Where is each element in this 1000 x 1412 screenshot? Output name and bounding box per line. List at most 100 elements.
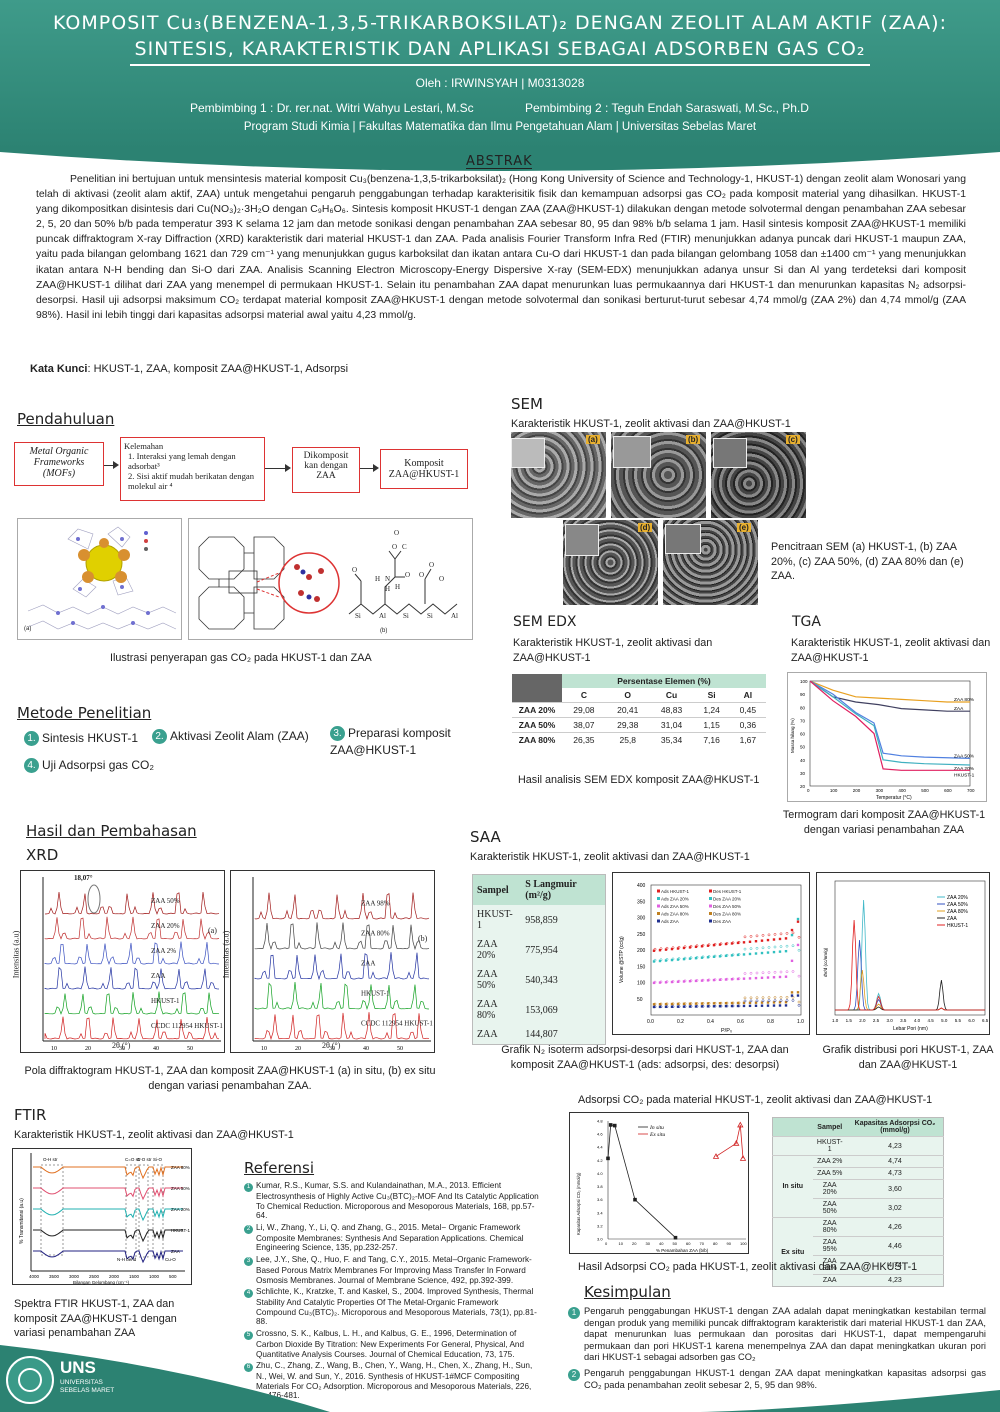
xrd-trace-label: ZAA 98% bbox=[361, 900, 390, 908]
tga-series-label: ZAA bbox=[954, 706, 964, 712]
iso-point bbox=[653, 958, 657, 962]
iso-ylabel: Volume @STP (cc/g) bbox=[619, 936, 625, 983]
zeolite-structure-illustration: O CO OH N HHO OO O Si Al Si Si Al bbox=[198, 529, 458, 630]
iso-point bbox=[785, 999, 789, 1002]
iso-point bbox=[754, 1004, 758, 1007]
referensi-heading: Referensi bbox=[244, 1159, 315, 1177]
ftir-trace-label: ZAA 50% bbox=[171, 1186, 190, 1191]
iso-point bbox=[749, 947, 753, 951]
iso-point bbox=[731, 953, 735, 957]
svg-text:H: H bbox=[385, 585, 390, 593]
co2-row: Ex situ ZAA 80% 4,26 bbox=[772, 1217, 944, 1256]
pore-tick: 6.0 bbox=[968, 1018, 975, 1023]
iso-point bbox=[760, 939, 764, 942]
sem-image-b bbox=[611, 432, 706, 518]
iso-point bbox=[713, 1001, 717, 1005]
xrd-tick: 10 bbox=[51, 1046, 57, 1052]
method-step-2: 2. Aktivasi Zeolit Alam (ZAA) bbox=[152, 729, 309, 745]
reference-text: Kumar, R.S., Kumar, S.S. and Kulandainat… bbox=[256, 1181, 539, 1221]
xrd-a-ylabel: Intensitas (a.u) bbox=[11, 930, 21, 979]
sem-image-a bbox=[511, 432, 606, 518]
iso-point bbox=[665, 946, 669, 950]
pore-tick: 4.0 bbox=[914, 1018, 921, 1023]
iso-point bbox=[742, 1001, 746, 1005]
xrd-trace bbox=[44, 1016, 220, 1040]
iso-point bbox=[731, 977, 735, 981]
reference-text: Zhu, C., Zhang, Z., Wang, B., Chen, Y., … bbox=[256, 1361, 533, 1401]
fig-label-a: (a) bbox=[24, 626, 32, 632]
iso-point bbox=[682, 946, 686, 950]
iso-point bbox=[766, 1001, 770, 1004]
iso-point bbox=[653, 1002, 657, 1006]
iso-point bbox=[755, 971, 759, 975]
iso-legend-swatch bbox=[657, 889, 660, 893]
ftir-trace bbox=[33, 1165, 183, 1180]
xrd-chart-a: ZAA 50% ZAA 20% ZAA 2% ZAA HKUST-1 CCDC 11295… bbox=[42, 877, 223, 1052]
flow-arrow-head bbox=[373, 464, 379, 472]
iso-point bbox=[719, 1001, 723, 1005]
iso-point bbox=[749, 999, 753, 1003]
xrd-trace-label: ZAA 20% bbox=[151, 922, 180, 930]
iso-point bbox=[790, 991, 794, 994]
sem-images bbox=[511, 432, 808, 605]
iso-point bbox=[707, 955, 711, 958]
iso-point bbox=[653, 947, 657, 951]
edx-row: ZAA 80% 26,35 25,8 35,34 7,16 1,67 bbox=[512, 732, 766, 747]
iso-point bbox=[749, 935, 753, 938]
hkust-structure-figure bbox=[17, 518, 182, 640]
edx-value: 1,24 bbox=[703, 705, 720, 715]
tga-tick: 600 bbox=[944, 788, 952, 793]
edx-column-headers: C O Cu Si Al bbox=[512, 688, 766, 703]
co2-value: 4,23 bbox=[888, 1142, 902, 1150]
edx-value: 1,15 bbox=[703, 720, 720, 730]
iso-tick: 0.2 bbox=[677, 1019, 684, 1025]
xrd-trace-label: ZAA 50% bbox=[151, 897, 180, 905]
pore-tick: 2.0 bbox=[859, 1018, 866, 1023]
iso-point bbox=[784, 949, 788, 953]
iso-point bbox=[677, 1002, 681, 1006]
iso-point bbox=[760, 1004, 764, 1007]
edx-value: 48,83 bbox=[660, 705, 683, 715]
iso-point bbox=[682, 957, 686, 961]
iso-point bbox=[737, 1004, 741, 1008]
pore-tick: 5.5 bbox=[955, 1018, 962, 1023]
iso-point bbox=[791, 999, 795, 1002]
co2-tick: 4.0 bbox=[597, 1171, 603, 1176]
iso-point bbox=[779, 970, 783, 974]
program-affiliation: Program Studi Kimia | Fakultas Matematik… bbox=[243, 121, 757, 133]
xrd-trace bbox=[44, 916, 220, 940]
kelemahan-item: 2. Sisi aktif mudah berikatan dengan mol… bbox=[128, 471, 255, 491]
step-number: 4. bbox=[24, 758, 39, 774]
iso-point bbox=[701, 978, 705, 982]
co2-group: Ex situ bbox=[781, 1248, 805, 1256]
pore-tick: 1.5 bbox=[846, 1018, 853, 1023]
iso-point bbox=[743, 999, 747, 1003]
xrd-trace-label: CCDC 112954 HKUST-1 bbox=[361, 1020, 433, 1028]
svg-text:Al: Al bbox=[451, 612, 458, 620]
kesimpulan-number: 2 bbox=[568, 1368, 580, 1381]
svg-text:O: O bbox=[429, 561, 434, 569]
tga-series-label: HKUST-1 bbox=[954, 772, 975, 778]
edx-corner bbox=[512, 674, 562, 703]
co2-value: 4,46 bbox=[888, 1242, 902, 1250]
co2-tick: 100 bbox=[740, 1241, 747, 1246]
sem-image-d bbox=[563, 520, 658, 605]
iso-point bbox=[754, 952, 758, 955]
saa-value: 958,859 bbox=[525, 914, 558, 926]
sem-label-a: (a) bbox=[586, 435, 600, 444]
iso-point bbox=[773, 999, 777, 1003]
iso-point bbox=[797, 948, 801, 952]
uns-logo-icon bbox=[6, 1356, 54, 1404]
co2-group bbox=[773, 1137, 813, 1156]
reference-item: 6 Zhu, C., Zhang, Z., Wang, B., Chen, Y.,… bbox=[244, 1361, 540, 1401]
iso-legend: Ads ZAA bbox=[661, 919, 679, 924]
iso-point bbox=[749, 971, 753, 975]
iso-point bbox=[797, 974, 801, 978]
co2-row: ZAA 50% 3,02 bbox=[772, 1198, 944, 1218]
iso-point bbox=[689, 944, 693, 948]
co2-body: HKUST-1 4,23 In situ ZAA 2% 4,74 ZAA 5% 4,73 ZA… bbox=[772, 1136, 944, 1287]
edx-col: Cu bbox=[665, 690, 678, 700]
iso-point bbox=[760, 1001, 764, 1004]
ftir-tick: 1000 bbox=[149, 1274, 160, 1279]
iso-legend: Ads ZAA 50% bbox=[661, 904, 689, 909]
